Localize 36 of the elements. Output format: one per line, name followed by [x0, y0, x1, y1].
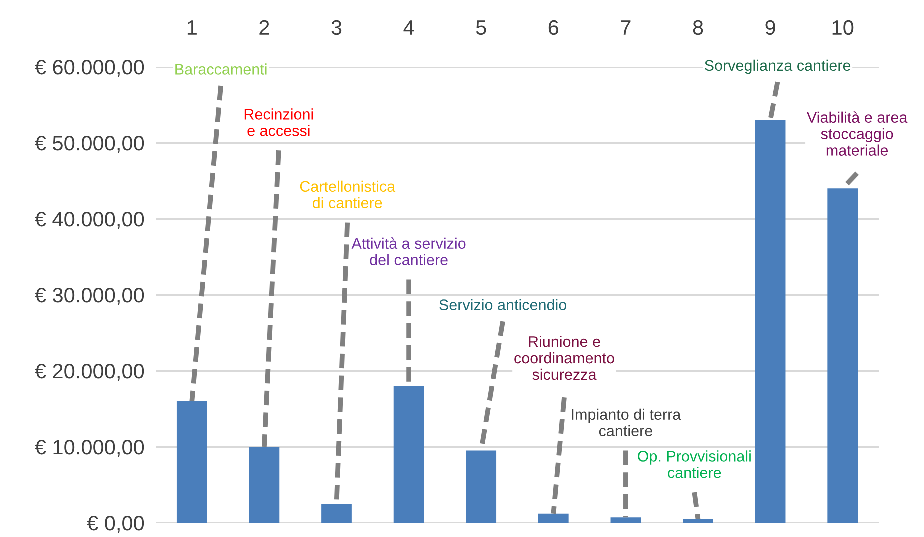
- y-tick-label: € 30.000,00: [35, 288, 144, 306]
- annotation: Recinzioni e accessi: [244, 108, 314, 136]
- bar: [755, 120, 786, 523]
- x-tick-label: 8: [693, 20, 704, 36]
- annotation: Cartellonistica di cantiere: [300, 180, 396, 209]
- annotation: Sorveglianza cantiere: [705, 60, 851, 74]
- x-tick-label: 3: [332, 20, 342, 36]
- y-tick-label: € 40.000,00: [35, 212, 144, 230]
- y-tick-label: € 50.000,00: [35, 136, 144, 154]
- bar: [394, 386, 424, 523]
- x-tick-label: 9: [766, 20, 776, 36]
- bar: [538, 514, 569, 523]
- bar: [322, 504, 352, 523]
- x-tick-label: 10: [832, 20, 854, 36]
- bar: [683, 519, 714, 523]
- bar: [828, 188, 858, 523]
- x-tick-label: 2: [260, 20, 270, 35]
- y-tick-label: € 60.000,00: [35, 60, 144, 78]
- annotation: Servizio anticendio: [440, 299, 567, 310]
- bar: [466, 450, 497, 523]
- annotation: Op. Provvisionali cantiere: [638, 450, 751, 478]
- x-tick-label: 4: [404, 20, 414, 35]
- bar: [610, 518, 642, 523]
- annotation: Riunione e coordinamento sicurezza: [514, 336, 614, 380]
- bar: [249, 447, 280, 523]
- x-tick-label: 7: [621, 20, 631, 35]
- y-tick-label: € 0,00: [87, 516, 144, 534]
- y-tick-label: € 20.000,00: [35, 364, 144, 382]
- x-tick-label: 6: [548, 20, 559, 36]
- x-tick-label: 5: [476, 20, 486, 36]
- x-tick-label: 1: [188, 20, 197, 35]
- annotation: Impianto di terra cantiere: [572, 408, 682, 437]
- annotation: Viabilità e area stoccaggio materiale: [806, 112, 908, 156]
- annotation: Attività a servizio del cantiere: [352, 238, 466, 266]
- y-tick-label: € 10.000,00: [35, 440, 144, 458]
- annotation: Baraccamenti: [176, 64, 267, 75]
